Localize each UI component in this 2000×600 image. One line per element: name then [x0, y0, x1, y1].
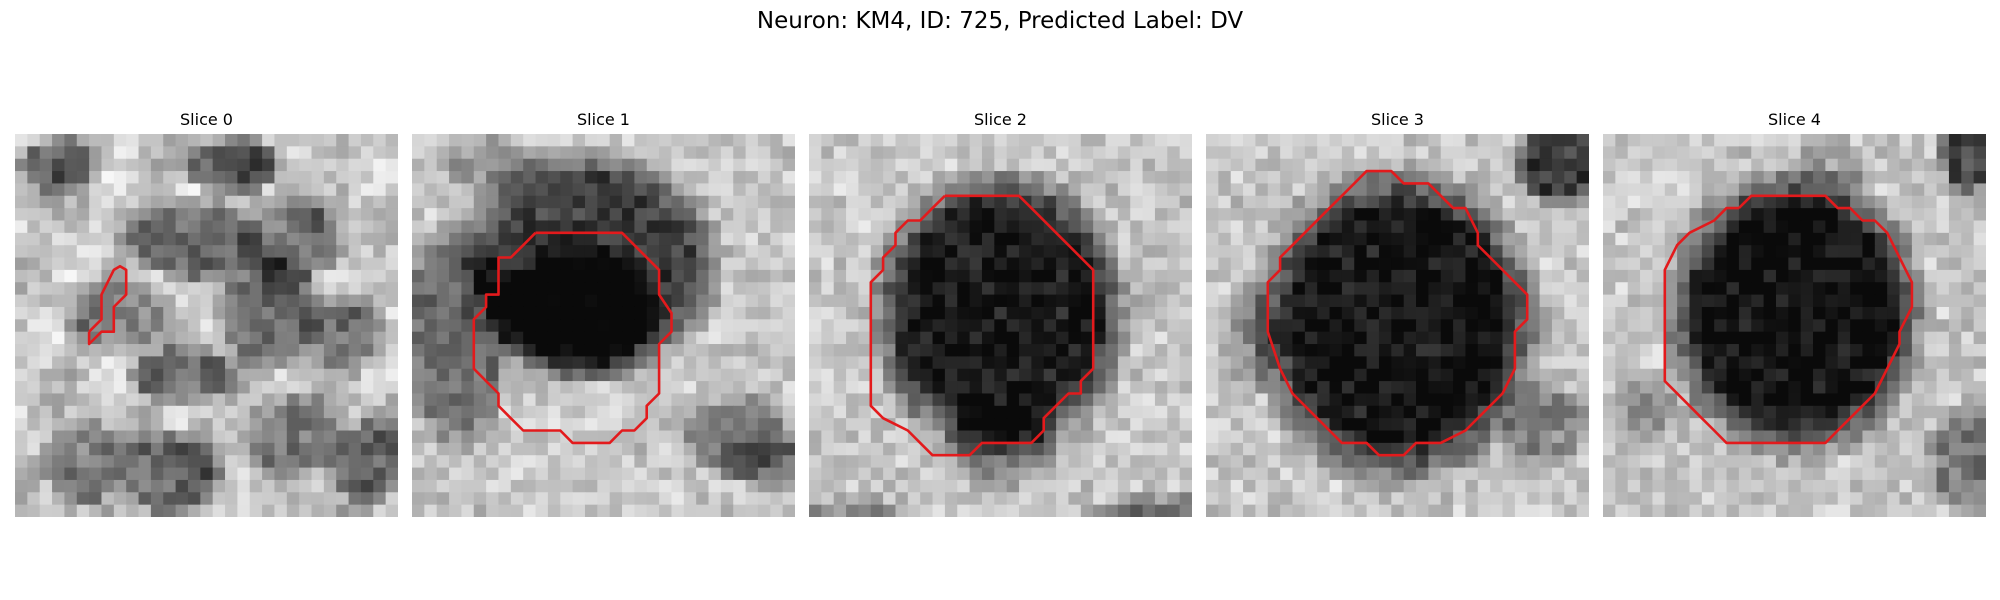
pixel-grid	[809, 134, 1192, 517]
slice-title: Slice 2	[974, 110, 1027, 129]
figure-title: Neuron: KM4, ID: 725, Predicted Label: D…	[756, 8, 1244, 34]
slice-panel-4: Slice 4	[1603, 108, 1986, 517]
slice-image	[1206, 134, 1589, 517]
slice-image	[809, 134, 1192, 517]
slice-title: Slice 1	[577, 110, 630, 129]
slice-image	[412, 134, 795, 517]
slice-title: Slice 0	[180, 110, 233, 129]
pixel-grid	[1206, 134, 1589, 517]
slice-panel-0: Slice 0	[15, 108, 398, 517]
roi-contour	[1663, 194, 1914, 445]
slice-title: Slice 3	[1371, 110, 1424, 129]
slice-title: Slice 4	[1768, 110, 1821, 129]
slice-image	[15, 134, 398, 517]
slice-image	[1603, 134, 1986, 517]
pixel-grid	[412, 134, 795, 517]
slice-panel-2: Slice 2	[809, 108, 1192, 517]
roi-contour	[472, 231, 673, 445]
roi-contour	[87, 264, 128, 346]
pixel-grid	[15, 134, 398, 517]
pixel-grid	[1603, 134, 1986, 517]
roi-contour	[869, 194, 1095, 457]
roi-contour	[1266, 169, 1529, 457]
slice-panel-3: Slice 3	[1206, 108, 1589, 517]
slice-panel-1: Slice 1	[412, 108, 795, 517]
